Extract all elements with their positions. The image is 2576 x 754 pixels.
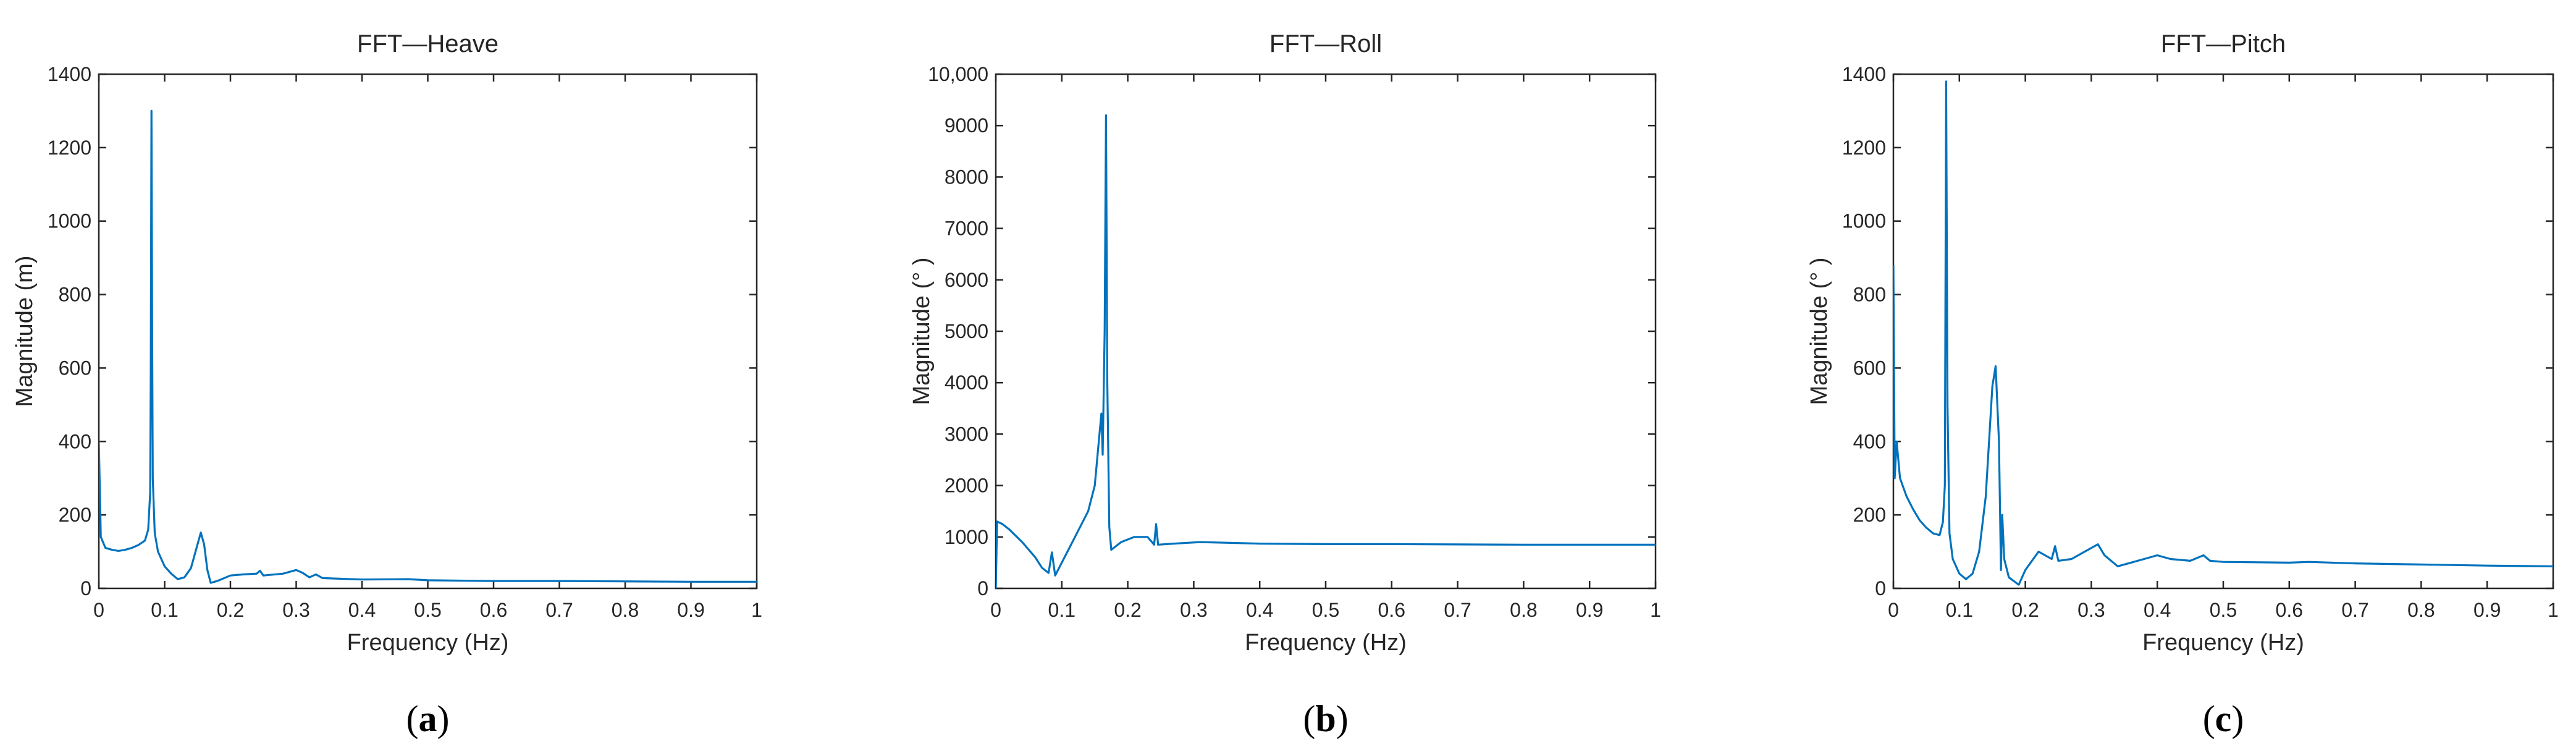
y-tick-label: 800 <box>59 284 91 306</box>
y-tick-label: 200 <box>59 504 91 526</box>
panel-caption-letter: a <box>419 698 437 739</box>
x-tick-label: 1 <box>1650 599 1661 621</box>
x-tick-label: 0.8 <box>1510 599 1537 621</box>
x-tick-label: 0.6 <box>2276 599 2303 621</box>
x-tick-label: 0 <box>1888 599 1899 621</box>
y-tick-label: 1000 <box>1842 210 1886 232</box>
axes-box <box>1892 73 2554 590</box>
y-tick-label: 10,000 <box>928 63 988 85</box>
y-tick-label: 6000 <box>945 269 988 291</box>
y-axis-label: Magnitude (° ) <box>909 257 935 405</box>
panel-caption: (c) <box>2203 698 2244 739</box>
y-tick-label: 600 <box>1853 357 1886 379</box>
panel-caption: (a) <box>406 698 450 739</box>
y-tick-label: 400 <box>59 430 91 452</box>
chart-title: FFT—Heave <box>357 30 499 57</box>
y-tick-label: 1200 <box>1842 137 1886 159</box>
x-tick-label: 0.1 <box>1048 599 1075 621</box>
y-tick-label: 0 <box>977 577 988 599</box>
chart-title: FFT—Roll <box>1269 30 1382 57</box>
x-tick-label: 0.8 <box>2407 599 2435 621</box>
x-tick-label: 0.4 <box>348 599 376 621</box>
x-tick-label: 0.5 <box>414 599 441 621</box>
x-tick-label: 1 <box>751 599 762 621</box>
x-tick-label: 0.9 <box>677 599 704 621</box>
x-tick-label: 0.2 <box>1114 599 1141 621</box>
x-tick-label: 0.6 <box>480 599 507 621</box>
axes-box <box>995 73 1657 590</box>
y-tick-label: 4000 <box>945 371 988 394</box>
x-tick-label: 0.3 <box>2077 599 2105 621</box>
y-axis-label: Magnitude (° ) <box>1806 257 1832 405</box>
chart-panel-c: 0 0.1 0.2 0.3 0.4 0.5 0.6 0.7 0.8 0.9 1 0 200 400 600 8… <box>1806 30 2559 739</box>
x-tick-label: 0.9 <box>2473 599 2501 621</box>
y-tick-label: 400 <box>1853 430 1886 452</box>
x-tick-label: 0.8 <box>612 599 639 621</box>
chart-panel-a: 0 0.1 0.2 0.3 0.4 0.5 0.6 0.7 0.8 0.9 1 0 200 400 600 8… <box>12 30 762 739</box>
x-tick-label: 0 <box>990 599 1001 621</box>
series-line-0 <box>99 109 757 584</box>
y-tick-label: 1400 <box>1842 63 1886 85</box>
panel-caption: (b) <box>1303 698 1348 739</box>
axes-box <box>98 73 758 590</box>
x-tick-label: 0.5 <box>1312 599 1339 621</box>
y-tick-label: 200 <box>1853 504 1886 526</box>
x-tick-label: 0.1 <box>151 599 178 621</box>
x-tick-label: 0.1 <box>1946 599 1973 621</box>
y-tick-label: 800 <box>1853 284 1886 306</box>
series-line-0 <box>1893 80 2553 586</box>
y-tick-label: 7000 <box>945 218 988 240</box>
y-tick-label: 0 <box>80 577 91 599</box>
x-tick-label: 0.4 <box>2144 599 2171 621</box>
chart-panel-b: 0 0.1 0.2 0.3 0.4 0.5 0.6 0.7 0.8 0.9 1 0 1000 2000 30… <box>909 30 1661 739</box>
panel-caption-letter: c <box>2215 698 2232 739</box>
y-tick-label: 2000 <box>945 475 988 497</box>
y-tick-label: 1400 <box>48 63 91 85</box>
y-tick-label: 3000 <box>945 423 988 445</box>
x-tick-label: 0.7 <box>1444 599 1471 621</box>
x-tick-label: 0.7 <box>2341 599 2368 621</box>
x-axis-label: Frequency (Hz) <box>347 630 509 656</box>
x-tick-label: 0.2 <box>2011 599 2039 621</box>
y-axis-label: Magnitude (m) <box>12 256 38 407</box>
x-tick-label: 0.2 <box>217 599 244 621</box>
x-tick-label: 0.4 <box>1246 599 1273 621</box>
x-tick-label: 0.5 <box>2210 599 2237 621</box>
y-tick-label: 8000 <box>945 166 988 188</box>
x-tick-label: 0.3 <box>1180 599 1207 621</box>
x-axis-label: Frequency (Hz) <box>2142 630 2304 656</box>
y-tick-label: 600 <box>59 357 91 379</box>
y-tick-label: 9000 <box>945 114 988 137</box>
chart-title: FFT—Pitch <box>2161 30 2286 57</box>
y-tick-label: 1200 <box>48 137 91 159</box>
y-tick-label: 1000 <box>945 526 988 548</box>
panel-caption-letter: b <box>1315 698 1336 739</box>
x-axis-label: Frequency (Hz) <box>1245 630 1407 656</box>
series-line-0 <box>996 114 1656 588</box>
x-tick-label: 0.9 <box>1576 599 1603 621</box>
y-tick-label: 5000 <box>945 320 988 342</box>
x-tick-label: 0.3 <box>282 599 309 621</box>
x-tick-label: 0.7 <box>545 599 573 621</box>
x-tick-label: 0 <box>93 599 104 621</box>
x-tick-label: 0.6 <box>1378 599 1405 621</box>
x-tick-label: 1 <box>2548 599 2559 621</box>
y-tick-label: 0 <box>1875 577 1886 599</box>
y-tick-label: 1000 <box>48 210 91 232</box>
